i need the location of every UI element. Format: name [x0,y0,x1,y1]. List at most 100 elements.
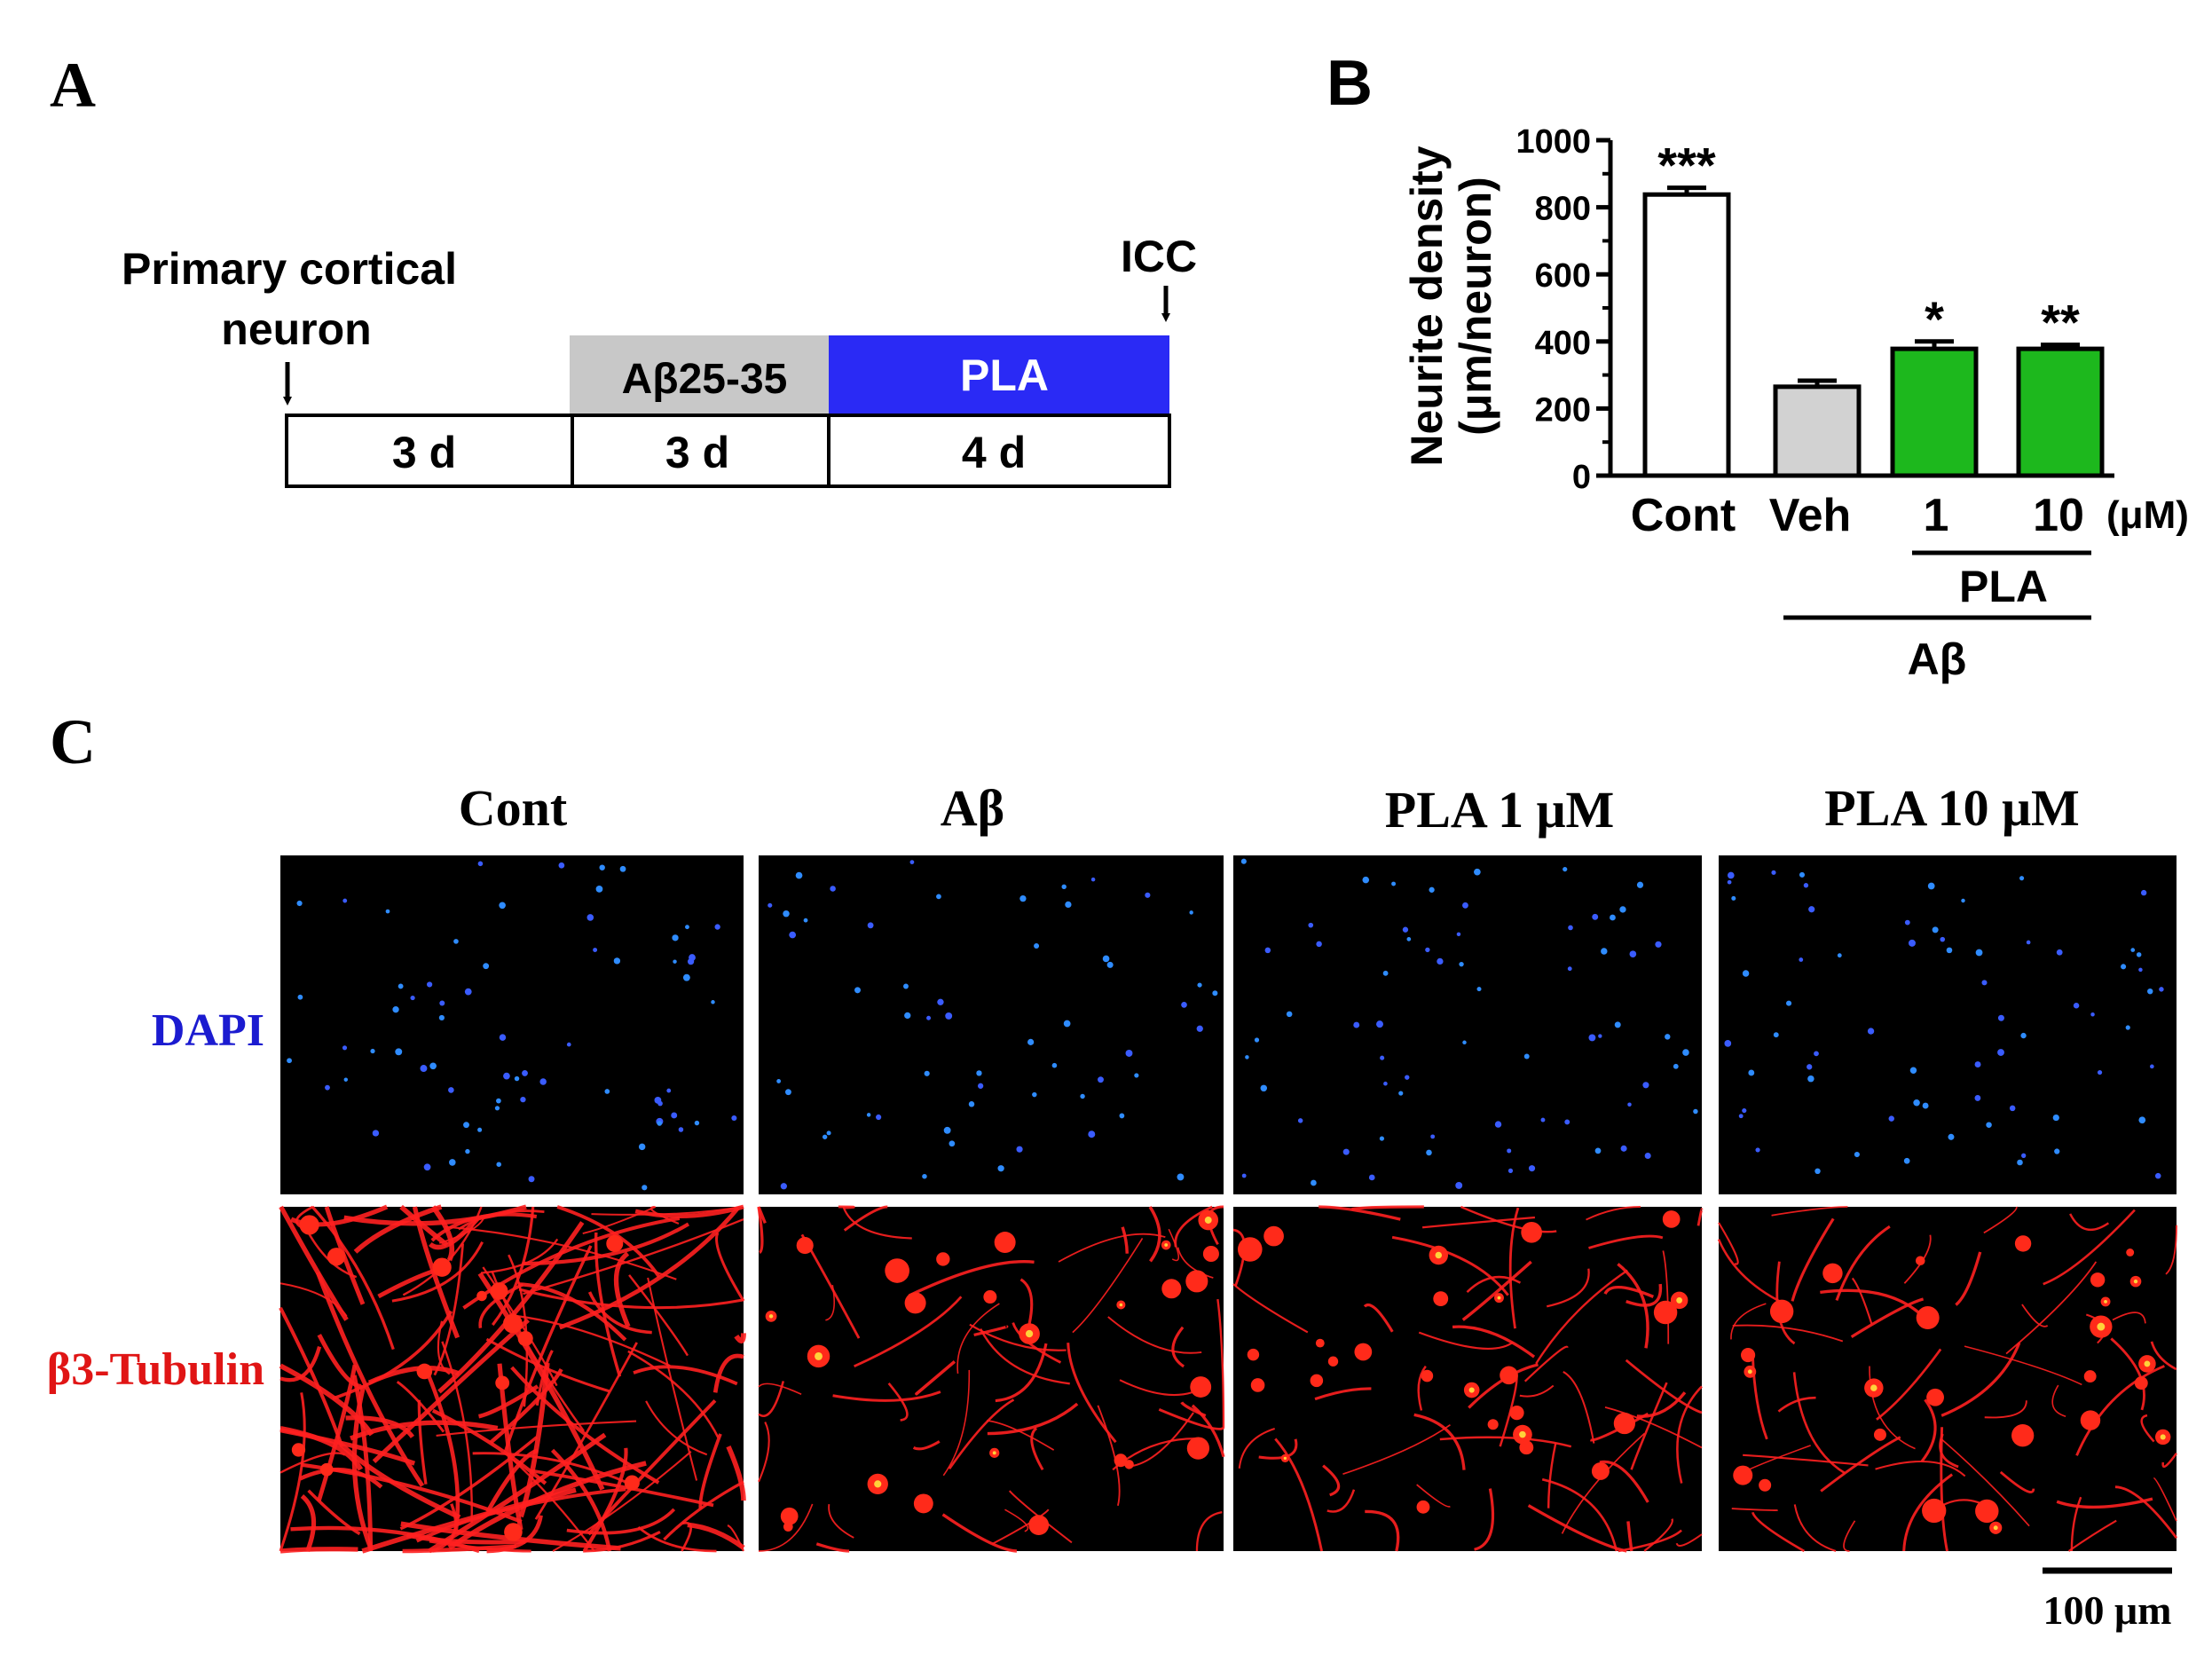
nucleus-dot [2054,1148,2060,1154]
nucleus-dot [343,1077,348,1082]
y-tick-label: 1000 [1515,123,1591,161]
nucleus-dot [2009,1105,2016,1112]
column-header-pla-1: PLA 1 μM [1385,781,1614,839]
nucleus-dot [904,1012,911,1020]
cell-body [1250,1378,1265,1392]
neurite [295,1205,314,1228]
nucleus-dot [449,1159,456,1166]
neurite [815,1542,850,1553]
neurite [1391,1235,1509,1296]
nucleus-dot [1540,1117,1546,1123]
panel-c: C Cont Aβ PLA 1 μM PLA 10 μM DAPI β3-Tub… [47,706,2178,1633]
neurite [698,1433,722,1509]
neurite [948,1398,1015,1470]
nucleus-dot [1459,961,1464,967]
nucleus-dot [1629,950,1637,957]
nucleus-dot [654,1096,662,1104]
nucleus-dot [439,1000,445,1006]
nucleus-dot [1619,906,1626,913]
nucleus-dot [789,931,797,939]
neurite [1751,1511,1806,1553]
neurite [405,1532,526,1545]
neurite [1452,1325,1536,1359]
cell-body [2090,1272,2106,1288]
nucleus-dot [496,1098,501,1104]
neurite [332,1310,453,1400]
bright-spot [1497,1296,1501,1300]
nucleus-dot [1803,883,1809,888]
nucleus-dot [1212,990,1218,996]
neurite [715,1232,745,1302]
y-tick-label: 800 [1535,191,1591,228]
nucleus-dot [593,948,598,952]
neurite [1561,1432,1646,1534]
bright-spot [1283,1456,1287,1460]
neurite [491,1206,535,1327]
nucleus-dot [2052,1114,2059,1122]
nucleus-dot [1665,1034,1671,1040]
cell-body [1653,1300,1678,1325]
nucleus-dot [297,994,303,1000]
nucleus-dot [385,909,390,914]
nucleus-dot [795,871,803,879]
neurite [279,1426,364,1471]
abeta-group-label: Aβ [1908,634,1967,684]
nucleus-dot [465,1148,470,1154]
nucleus-dot [1308,922,1314,928]
nucleus-dot [1908,939,1916,947]
neurite [1314,1387,1372,1401]
neurite [2043,1209,2136,1286]
nucleus-dot [1383,1081,1388,1086]
nucleus-dot [1742,970,1750,977]
cell-body [913,1493,933,1514]
nucleus-dot [1380,1055,1385,1060]
nucleus-dot [968,1101,975,1107]
cell-body [1263,1225,1284,1247]
nucleus-dot [586,914,594,921]
neurite [2150,1341,2177,1371]
nucleus-dot [672,934,679,941]
neurite [472,1452,629,1485]
neurite [986,1420,1055,1451]
neurite [2051,1384,2066,1418]
nucleus-dot [1748,1069,1755,1076]
nucleus-dot [685,925,689,930]
nucleus-dot [803,918,808,923]
neurite [1527,1504,1627,1553]
nucleus-dot [1807,1075,1814,1083]
neurite [2140,1414,2155,1443]
neurite [421,1364,461,1531]
neurite [586,1398,717,1536]
neurite [1964,1345,2082,1386]
neurite [429,1540,531,1553]
neurite [1326,1489,1356,1513]
nucleus-dot [945,1012,953,1020]
nucleus-dot [1724,1040,1732,1047]
nucleus-dot [1592,913,1599,920]
nucleus-dot [370,1048,375,1054]
nucleus-dot [496,1162,501,1167]
neurite [757,1206,767,1225]
neurite [315,1272,425,1487]
nucleus-dot [1799,871,1806,878]
neurite [1174,1205,1213,1248]
bright-spot [1870,1384,1877,1391]
neurite [627,1350,720,1438]
nucleus-dot [528,1176,535,1183]
nucleus-dot [1019,894,1027,902]
neurite [941,1513,1018,1553]
nucleus-dot [1391,881,1397,886]
neurite [1474,1488,1495,1551]
neurite [594,1232,622,1377]
nucleus-dot [558,862,565,869]
neurite [1777,1396,1816,1413]
neurite [1983,1206,2018,1234]
neurite [1820,1288,1926,1319]
neurite [1129,1412,1194,1468]
nucleus-dot [936,894,941,900]
cell-body [416,1363,433,1380]
cell-body [1926,1388,1944,1406]
duration-2: 3 d [665,428,729,477]
neurite [1590,1412,1649,1442]
nucleus-dot [2140,889,2147,896]
